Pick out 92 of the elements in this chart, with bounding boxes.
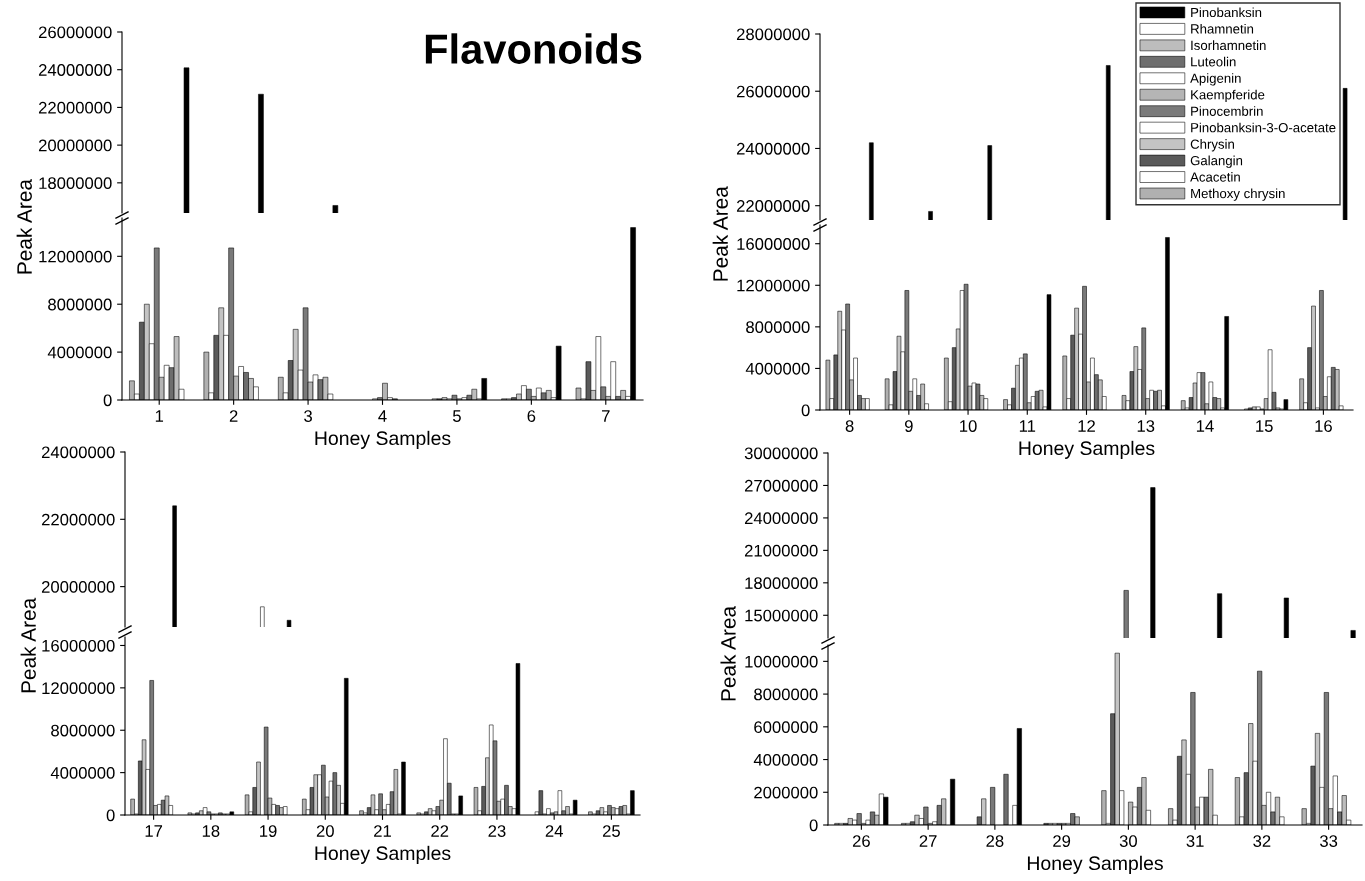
y-tick-label: 22000000 bbox=[736, 200, 810, 212]
y-tick-label: 18000000 bbox=[39, 177, 112, 190]
x-tick-label: 24 bbox=[545, 825, 563, 837]
x-tick-label: 5 bbox=[452, 410, 461, 422]
y-axis-title: Peak Area bbox=[720, 605, 736, 701]
y-tick-label: 16000000 bbox=[737, 238, 810, 250]
y-tick-label: 8000000 bbox=[746, 321, 810, 334]
x-tick-label: 22 bbox=[431, 825, 449, 837]
x-tick-label: 1 bbox=[155, 410, 164, 422]
legend-label: Chrysin bbox=[1190, 139, 1234, 152]
y-tick-label: 22000000 bbox=[41, 513, 115, 526]
y-tick-label: 21000000 bbox=[744, 544, 818, 557]
x-tick-label: 27 bbox=[919, 835, 937, 847]
y-tick-label: 0 bbox=[809, 819, 818, 832]
x-tick-label: 25 bbox=[602, 825, 620, 837]
y-tick-label: 27000000 bbox=[744, 479, 818, 492]
y-axis-title: Peak Area bbox=[16, 179, 32, 274]
x-tick-label: 23 bbox=[488, 825, 506, 837]
y-tick-label: 6000000 bbox=[754, 721, 818, 734]
x-axis-title: Honey Samples bbox=[315, 845, 451, 864]
x-tick-label: 14 bbox=[1196, 420, 1214, 432]
y-tick-label: 26000000 bbox=[38, 26, 112, 39]
y-tick-label: 24000000 bbox=[736, 142, 810, 155]
x-tick-label: 12 bbox=[1078, 420, 1095, 432]
y-tick-label: 8000000 bbox=[754, 688, 818, 701]
y-tick-label: 28000000 bbox=[736, 28, 810, 41]
y-tick-label: 15000000 bbox=[745, 609, 818, 622]
x-tick-label: 7 bbox=[602, 410, 610, 422]
y-tick-label: 26000000 bbox=[736, 85, 810, 98]
x-tick-label: 20 bbox=[316, 825, 334, 837]
y-tick-label: 30000000 bbox=[744, 447, 818, 460]
y-tick-label: 20000000 bbox=[38, 139, 112, 152]
legend-label: Luteolin bbox=[1191, 56, 1236, 67]
x-tick-label: 6 bbox=[527, 410, 536, 422]
x-tick-label: 3 bbox=[304, 410, 312, 422]
y-tick-label: 0 bbox=[103, 394, 112, 407]
y-tick-label: 18000000 bbox=[745, 577, 818, 590]
x-axis-title: Honey Samples bbox=[1027, 855, 1163, 874]
x-tick-label: 26 bbox=[852, 835, 870, 847]
y-tick-label: 0 bbox=[106, 809, 115, 822]
x-tick-label: 8 bbox=[845, 420, 854, 432]
legend-label: Kaempferide bbox=[1191, 89, 1265, 103]
y-tick-label: 4000000 bbox=[50, 767, 115, 779]
y-tick-label: 22000000 bbox=[38, 101, 112, 114]
y-tick-label: 12000000 bbox=[42, 682, 115, 695]
y-tick-label: 2000000 bbox=[754, 786, 818, 799]
y-tick-label: 20000000 bbox=[41, 581, 115, 593]
legend-label: Galangin bbox=[1190, 155, 1243, 168]
y-tick-label: 8000000 bbox=[48, 298, 112, 311]
legend-label: Pinocembrin bbox=[1191, 106, 1263, 116]
x-tick-label: 28 bbox=[986, 835, 1004, 847]
y-tick-label: 8000000 bbox=[51, 724, 115, 737]
x-tick-label: 4 bbox=[378, 410, 387, 422]
legend-label: Acacetin bbox=[1190, 172, 1240, 182]
y-tick-label: 4000000 bbox=[753, 753, 818, 766]
y-tick-label: 24000000 bbox=[744, 512, 818, 525]
x-tick-label: 32 bbox=[1253, 835, 1271, 847]
x-tick-label: 18 bbox=[202, 825, 220, 837]
x-tick-label: 11 bbox=[1019, 420, 1036, 432]
x-tick-label: 33 bbox=[1319, 835, 1338, 847]
x-tick-label: 17 bbox=[145, 825, 163, 837]
x-axis-title: Honey Samples bbox=[315, 430, 451, 449]
x-tick-label: 19 bbox=[260, 825, 277, 837]
y-tick-label: 16000000 bbox=[42, 639, 115, 652]
x-tick-label: 30 bbox=[1119, 835, 1137, 847]
x-tick-label: 29 bbox=[1053, 835, 1071, 847]
y-tick-label: 12000000 bbox=[39, 250, 112, 263]
y-tick-label: 12000000 bbox=[737, 279, 810, 292]
x-axis-title: Honey Samples bbox=[1019, 440, 1155, 459]
x-tick-label: 21 bbox=[374, 825, 391, 837]
y-axis-title: Peak Area bbox=[20, 597, 36, 693]
y-tick-label: 4000000 bbox=[47, 346, 112, 359]
y-tick-label: 24000000 bbox=[41, 446, 115, 459]
y-tick-label: 10000000 bbox=[745, 655, 818, 668]
legend-label: Methoxy chrysin bbox=[1191, 188, 1285, 201]
y-axis-title: Peak Area bbox=[712, 186, 728, 281]
x-tick-label: 2 bbox=[229, 410, 238, 422]
x-tick-label: 16 bbox=[1315, 420, 1332, 432]
y-tick-label: 24000000 bbox=[38, 64, 112, 76]
legend-label: Pinobanksin bbox=[1191, 7, 1262, 18]
legend-label: Apigenin bbox=[1190, 73, 1241, 86]
chart-title: Flavonoids bbox=[425, 33, 642, 64]
legend-label: Isorhamnetin bbox=[1191, 40, 1266, 51]
x-tick-label: 9 bbox=[904, 420, 913, 432]
x-tick-label: 31 bbox=[1186, 835, 1204, 847]
legend-label: Rhamnetin bbox=[1191, 23, 1254, 34]
x-tick-label: 15 bbox=[1256, 420, 1273, 432]
legend-label: Pinobanksin-3-O-acetate bbox=[1191, 122, 1336, 133]
y-tick-label: 4000000 bbox=[745, 362, 810, 375]
x-tick-label: 10 bbox=[960, 420, 977, 432]
x-tick-label: 13 bbox=[1137, 420, 1155, 432]
y-tick-label: 0 bbox=[801, 404, 810, 417]
